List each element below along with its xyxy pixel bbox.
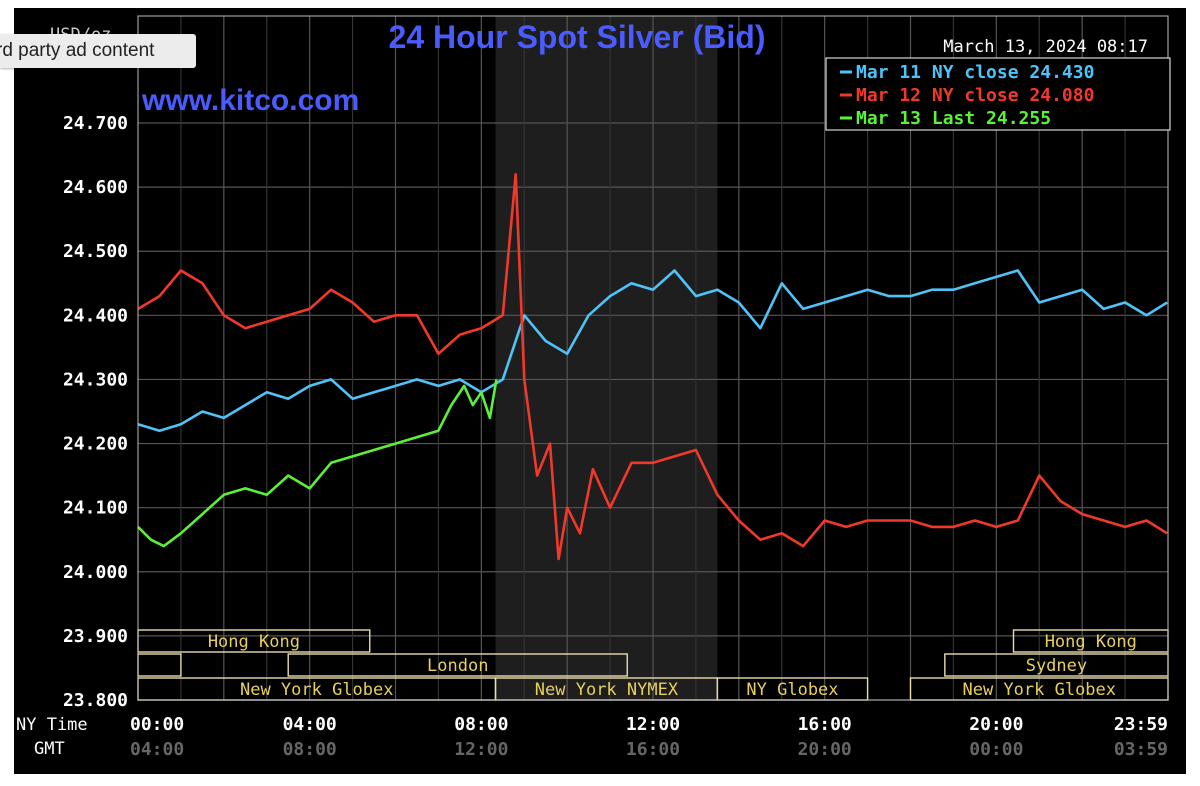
session-label: Sydney <box>1026 656 1087 676</box>
timestamp: March 13, 2024 08:17 <box>943 37 1148 57</box>
x-tick-label-gmt: 08:00 <box>283 739 337 760</box>
x-tick-label-gmt: 16:00 <box>626 739 680 760</box>
x-tick-label-ny: 16:00 <box>798 714 852 735</box>
y-tick-label: 23.900 <box>63 626 128 647</box>
chart-frame: Hong Kong Hong Kong London Sydney New York G… <box>14 8 1186 774</box>
x-tick-label-ny: 20:00 <box>969 714 1023 735</box>
x-tick-label-ny: 23:59 <box>1114 714 1168 735</box>
watermark: www.kitco.com <box>141 84 359 117</box>
y-tick-label: 23.800 <box>63 690 128 711</box>
x-tick-label-ny: 08:00 <box>454 714 508 735</box>
series-line-0 <box>137 269 1168 432</box>
ad-content-label[interactable]: rd party ad content <box>0 34 196 68</box>
x-tick-label-ny: 00:00 <box>130 714 184 735</box>
x-tick-label-ny: 12:00 <box>626 714 680 735</box>
x-tick-label-gmt: 03:59 <box>1114 739 1168 760</box>
y-tick-label: 24.600 <box>63 177 128 198</box>
session-label: Hong Kong <box>1045 632 1137 652</box>
session-label: London <box>427 656 488 676</box>
y-tick-label: 24.400 <box>63 305 128 326</box>
session-label: New York Globex <box>240 680 394 700</box>
x-tick-label-gmt: 00:00 <box>969 739 1023 760</box>
ny-time-row-label: NY Time <box>16 715 88 735</box>
nymex-session-highlight <box>495 16 718 700</box>
session-label: Hong Kong <box>208 632 300 652</box>
session-label: New York NYMEX <box>535 680 679 700</box>
x-tick-label-gmt: 04:00 <box>130 739 184 760</box>
y-tick-label: 24.700 <box>63 113 128 134</box>
series-line-1 <box>137 173 1168 561</box>
legend-entry-mar13: Mar 13 Last 24.255 <box>856 108 1051 129</box>
session-label: NY Globex <box>746 680 838 700</box>
y-tick-label: 24.500 <box>63 241 128 262</box>
series-line-2 <box>137 379 498 548</box>
chart-title: 24 Hour Spot Silver (Bid) <box>389 19 766 55</box>
y-tick-label: 24.100 <box>63 498 128 519</box>
y-tick-label: 24.300 <box>63 369 128 390</box>
x-tick-label-gmt: 12:00 <box>454 739 508 760</box>
silver-price-chart: Hong Kong Hong Kong London Sydney New York G… <box>14 8 1186 774</box>
legend-entry-mar11: Mar 11 NY close 24.430 <box>856 62 1094 83</box>
legend: Mar 11 NY close 24.430 Mar 12 NY close 2… <box>825 57 1171 131</box>
y-tick-label: 24.200 <box>63 434 128 455</box>
x-tick-label-gmt: 20:00 <box>798 739 852 760</box>
session-label: New York Globex <box>962 680 1116 700</box>
gmt-row-label: GMT <box>34 739 65 759</box>
x-tick-label-ny: 04:00 <box>283 714 337 735</box>
legend-entry-mar12: Mar 12 NY close 24.080 <box>856 85 1094 106</box>
session-box <box>287 653 628 677</box>
y-tick-label: 24.000 <box>63 562 128 583</box>
